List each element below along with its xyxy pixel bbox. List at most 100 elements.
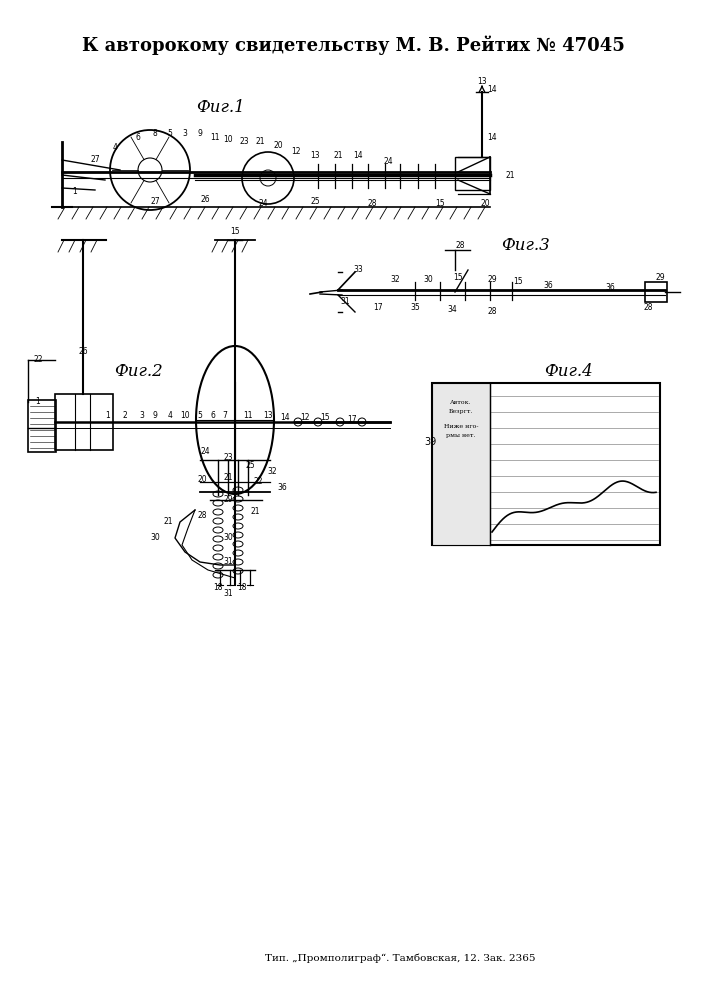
Text: 29: 29 bbox=[487, 275, 497, 284]
Text: 14: 14 bbox=[487, 86, 497, 95]
Circle shape bbox=[336, 418, 344, 426]
Text: Авток.: Авток. bbox=[450, 399, 472, 404]
Text: 15: 15 bbox=[230, 228, 240, 236]
Text: 21: 21 bbox=[506, 170, 515, 180]
Text: 36: 36 bbox=[543, 280, 553, 290]
Text: 21: 21 bbox=[223, 474, 233, 483]
Text: 28: 28 bbox=[367, 198, 377, 208]
Bar bbox=[432, 383, 660, 545]
Text: Фиг.1: Фиг.1 bbox=[196, 100, 245, 116]
Text: Фиг.2: Фиг.2 bbox=[114, 363, 163, 380]
Text: 25: 25 bbox=[245, 460, 255, 470]
Bar bbox=[455, 157, 490, 190]
Text: 11: 11 bbox=[243, 410, 252, 420]
Text: 5: 5 bbox=[197, 410, 202, 420]
Text: Безргт.: Безргт. bbox=[449, 410, 473, 414]
Text: 28: 28 bbox=[197, 510, 206, 520]
Text: 39: 39 bbox=[424, 437, 436, 447]
Text: 24: 24 bbox=[258, 198, 268, 208]
Text: 14: 14 bbox=[280, 414, 290, 422]
Text: 31: 31 bbox=[340, 298, 350, 306]
Text: Фиг.3: Фиг.3 bbox=[501, 236, 549, 253]
Text: 10: 10 bbox=[180, 410, 189, 420]
Bar bbox=[28, 400, 56, 452]
Text: 15: 15 bbox=[453, 273, 463, 282]
Text: 31: 31 bbox=[223, 558, 233, 566]
Text: 13: 13 bbox=[310, 150, 320, 159]
Text: 18: 18 bbox=[238, 584, 247, 592]
Text: 24: 24 bbox=[200, 448, 210, 456]
Text: 13: 13 bbox=[263, 410, 273, 420]
Text: 17: 17 bbox=[373, 304, 382, 312]
Text: 27: 27 bbox=[150, 198, 160, 207]
Bar bbox=[432, 383, 490, 545]
Text: 21: 21 bbox=[255, 137, 264, 146]
Text: 26: 26 bbox=[78, 348, 88, 357]
Text: 6: 6 bbox=[136, 133, 141, 142]
Text: 22: 22 bbox=[33, 356, 42, 364]
Text: 4: 4 bbox=[168, 410, 173, 420]
Bar bbox=[645, 282, 667, 302]
Text: 25: 25 bbox=[310, 198, 320, 207]
Text: 28: 28 bbox=[643, 304, 653, 312]
Text: 17: 17 bbox=[347, 416, 357, 424]
Text: 1: 1 bbox=[105, 410, 110, 420]
Text: 32: 32 bbox=[267, 468, 277, 477]
Circle shape bbox=[294, 418, 302, 426]
Text: 28: 28 bbox=[455, 240, 464, 249]
Text: 1: 1 bbox=[35, 397, 40, 406]
Text: 20: 20 bbox=[197, 476, 207, 485]
Text: 20: 20 bbox=[480, 198, 490, 208]
Text: 34: 34 bbox=[447, 306, 457, 314]
Text: 18: 18 bbox=[214, 584, 223, 592]
Text: 24: 24 bbox=[383, 157, 393, 166]
Text: 14: 14 bbox=[354, 150, 363, 159]
Text: 7: 7 bbox=[223, 410, 228, 420]
Text: 13: 13 bbox=[477, 78, 487, 87]
Text: Тип. „Промполиграф“. Тамбовская, 12. Зак. 2365: Тип. „Промполиграф“. Тамбовская, 12. Зак… bbox=[264, 953, 535, 963]
Text: 8: 8 bbox=[153, 129, 158, 138]
Bar bbox=[55, 394, 113, 450]
Circle shape bbox=[358, 418, 366, 426]
Text: 11: 11 bbox=[210, 133, 220, 142]
Text: 23: 23 bbox=[239, 137, 249, 146]
Text: 5: 5 bbox=[168, 129, 173, 138]
Text: 22: 22 bbox=[253, 478, 263, 487]
Text: 15: 15 bbox=[513, 277, 522, 286]
Text: 2: 2 bbox=[122, 410, 127, 420]
Text: 21: 21 bbox=[163, 518, 173, 526]
Text: Фиг.4: Фиг.4 bbox=[544, 363, 592, 380]
Text: 20: 20 bbox=[273, 141, 283, 150]
Text: 32: 32 bbox=[390, 275, 400, 284]
Text: 12: 12 bbox=[300, 414, 310, 422]
Text: рмы нет.: рмы нет. bbox=[446, 432, 476, 438]
Text: 26: 26 bbox=[200, 196, 210, 205]
Text: 36: 36 bbox=[605, 284, 615, 292]
Text: 30: 30 bbox=[150, 534, 160, 542]
Circle shape bbox=[314, 418, 322, 426]
Text: 4: 4 bbox=[112, 142, 117, 151]
Text: 31: 31 bbox=[223, 589, 233, 598]
Text: 21: 21 bbox=[333, 150, 343, 159]
Text: 35: 35 bbox=[410, 304, 420, 312]
Text: 9: 9 bbox=[197, 129, 202, 138]
Text: 28: 28 bbox=[487, 308, 497, 316]
Text: 27: 27 bbox=[90, 155, 100, 164]
Text: Ниже нго-: Ниже нго- bbox=[444, 424, 478, 428]
Text: 36: 36 bbox=[277, 484, 287, 492]
Text: 1: 1 bbox=[73, 188, 77, 196]
Text: 23: 23 bbox=[223, 454, 233, 462]
Text: 10: 10 bbox=[223, 135, 233, 144]
Text: 12: 12 bbox=[291, 147, 300, 156]
Text: 21: 21 bbox=[250, 508, 259, 516]
Text: 29: 29 bbox=[655, 273, 665, 282]
Text: 15: 15 bbox=[320, 414, 329, 422]
Text: 9: 9 bbox=[153, 410, 158, 420]
Text: 3: 3 bbox=[139, 410, 144, 420]
Text: 33: 33 bbox=[353, 265, 363, 274]
Text: 30: 30 bbox=[423, 275, 433, 284]
Text: 15: 15 bbox=[436, 198, 445, 208]
Text: 14: 14 bbox=[487, 133, 497, 142]
Text: К авторокому свидетельству М. В. Рейтих № 47045: К авторокому свидетельству М. В. Рейтих … bbox=[81, 35, 624, 55]
Text: 29: 29 bbox=[223, 495, 233, 504]
